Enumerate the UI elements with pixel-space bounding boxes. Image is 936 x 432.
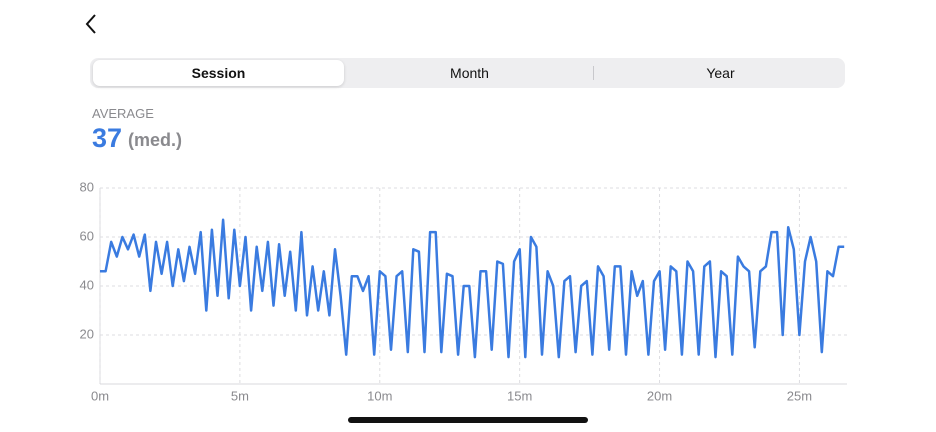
separator (593, 66, 594, 80)
segmented-control: Session Month Year (90, 58, 845, 88)
back-button[interactable] (85, 14, 96, 34)
y-tick-label: 40 (80, 277, 94, 292)
y-tick-label: 20 (80, 326, 94, 341)
segment-option[interactable]: Month (450, 65, 489, 81)
x-tick-label: 0m (91, 388, 109, 403)
data-line (100, 218, 845, 359)
home-indicator (348, 417, 588, 423)
x-tick-label: 10m (367, 388, 392, 403)
x-tick-label: 5m (231, 388, 249, 403)
y-tick-label: 60 (80, 228, 94, 243)
segment-option[interactable]: Session (93, 60, 344, 86)
summary-value: 37 (92, 123, 123, 153)
segment-option[interactable]: Year (706, 65, 735, 81)
y-tick-label: 80 (80, 179, 94, 194)
summary-unit: (med.) (128, 130, 182, 150)
summary-label: AVERAGE (92, 106, 154, 121)
x-tick-label: 25m (787, 388, 812, 403)
x-tick-label: 15m (507, 388, 532, 403)
x-tick-label: 20m (647, 388, 672, 403)
